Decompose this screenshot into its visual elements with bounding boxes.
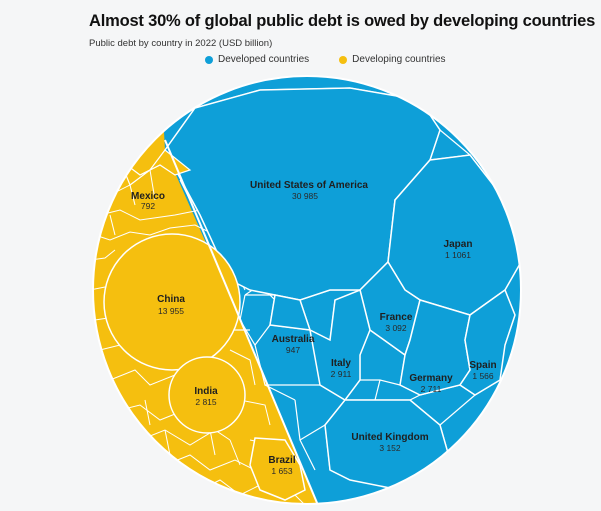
cell-labels: United States of America 30 985 Japan 1 … xyxy=(131,180,497,476)
legend-label-developing: Developing countries xyxy=(352,54,446,65)
label-india: India xyxy=(194,386,218,397)
label-italy: Italy xyxy=(331,358,351,369)
legend-item-developing[interactable]: Developing countries xyxy=(339,54,446,65)
value-italy: 2 911 xyxy=(331,369,352,379)
chart-cells xyxy=(93,76,521,504)
cell-india[interactable] xyxy=(168,356,246,434)
chart-title: Almost 30% of global public debt is owed… xyxy=(89,12,596,30)
value-uk: 3 152 xyxy=(379,443,401,453)
value-japan: 1 1061 xyxy=(445,250,471,260)
chart-circle-outline xyxy=(92,75,522,505)
legend-swatch-developed xyxy=(205,55,213,64)
label-uk: United Kingdom xyxy=(351,432,428,443)
value-china: 13 955 xyxy=(158,306,184,316)
value-spain: 1 566 xyxy=(472,371,494,381)
label-china: China xyxy=(157,294,185,305)
chart-legend: Developed countries Developing countries xyxy=(205,54,446,65)
label-mexico: Mexico xyxy=(131,191,165,202)
label-france: France xyxy=(380,312,413,323)
label-usa: United States of America xyxy=(250,180,368,191)
value-germany: 2 711 xyxy=(421,384,442,394)
value-mexico: 792 xyxy=(141,201,155,211)
cell-spain[interactable] xyxy=(458,288,516,396)
label-japan: Japan xyxy=(444,239,473,250)
value-brazil: 1 653 xyxy=(271,466,293,476)
legend-swatch-developing xyxy=(339,55,348,64)
label-spain: Spain xyxy=(469,360,496,371)
legend-label-developed: Developed countries xyxy=(218,54,310,65)
legend-item-developed[interactable]: Developed countries xyxy=(205,54,309,65)
value-usa: 30 985 xyxy=(292,191,318,201)
region-divider xyxy=(164,139,321,504)
label-australia: Australia xyxy=(272,334,315,345)
cell-china[interactable] xyxy=(103,233,241,371)
chart-subtitle: Public debt by country in 2022 (USD bill… xyxy=(89,38,273,49)
value-australia: 947 xyxy=(286,345,300,355)
cell-australia[interactable] xyxy=(269,294,312,331)
label-brazil: Brazil xyxy=(268,455,295,466)
value-france: 3 092 xyxy=(385,323,407,333)
label-germany: Germany xyxy=(409,373,453,384)
cell-brazil[interactable] xyxy=(249,437,306,501)
value-india: 2 815 xyxy=(195,397,217,407)
cell-italy[interactable] xyxy=(308,288,371,401)
